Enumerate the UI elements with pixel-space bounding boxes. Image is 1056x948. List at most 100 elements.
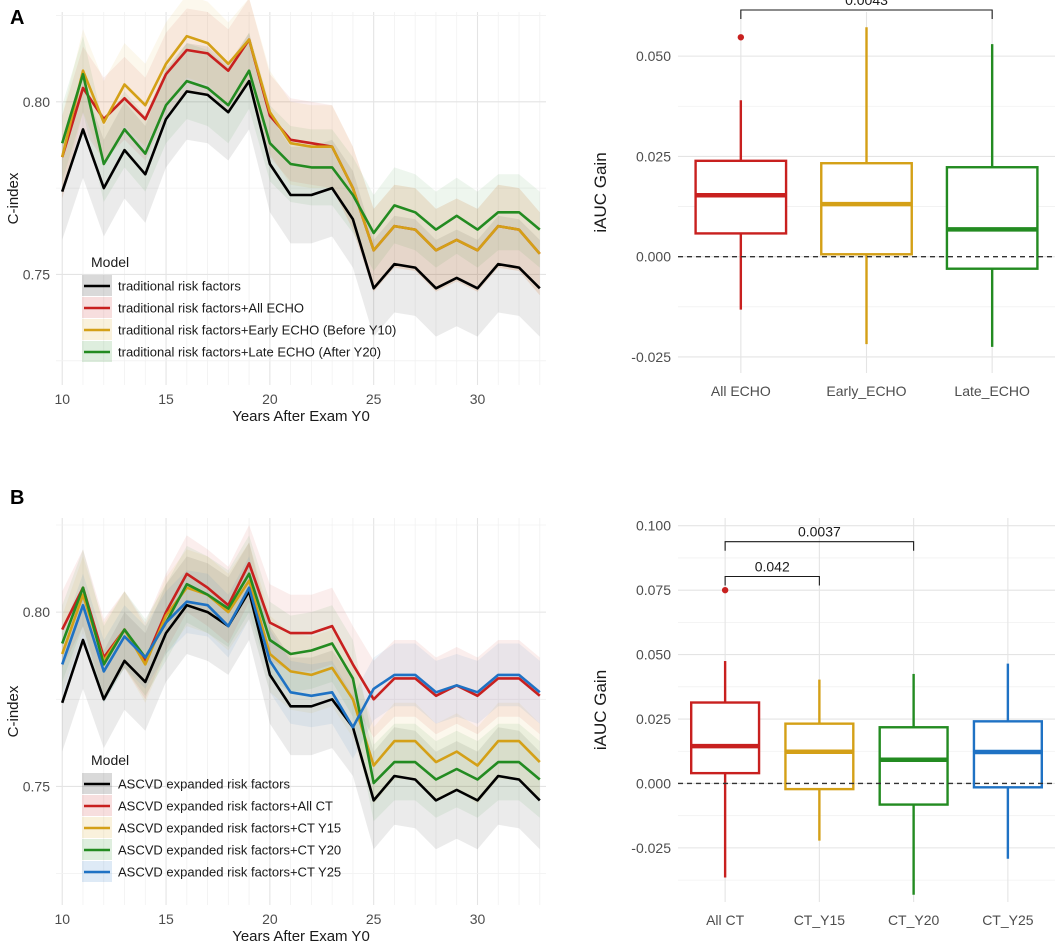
y-tick-label: 0.025 — [636, 148, 671, 164]
outlier-point — [721, 586, 729, 594]
legend-label: traditional risk factors — [118, 279, 241, 294]
panel-label-b: B — [10, 487, 24, 509]
band-traditional-risk-factors-early-echo-before-y10 — [62, 0, 540, 296]
y-tick-label: 0.75 — [23, 266, 50, 282]
box-late-echo — [945, 44, 1039, 347]
line-traditional-risk-factors — [60, 79, 541, 290]
x-tick-labels: 10 15 20 25 30 — [54, 391, 485, 407]
x-tick-label: CT_Y20 — [888, 912, 940, 928]
line-ascvd-expanded-risk-factors-ct-y15 — [60, 579, 541, 767]
x-tick-label: CT_Y25 — [982, 912, 1034, 928]
y-tick-label: 0.80 — [23, 94, 50, 110]
line-traditional-risk-factors-early-echo-before-y10 — [60, 34, 541, 255]
x-tick-label: 15 — [158, 911, 174, 927]
y-tick-label: 0.025 — [636, 711, 671, 727]
chart-b-box: 0.0037 0.042 -0.025 0.000 0.025 0.050 0.075 0.1… — [591, 518, 1055, 928]
y-tick-label: 0.000 — [636, 775, 671, 791]
x-tick-label: 20 — [262, 911, 278, 927]
y-axis-title: iAUC Gain — [591, 152, 610, 232]
legend-label: traditional risk factors+All ECHO — [118, 301, 304, 316]
legend-item: traditional risk factors+All ECHO — [82, 297, 304, 318]
bracket-line — [740, 9, 993, 19]
line-traditional-risk-factors-late-echo-after-y20 — [60, 69, 541, 235]
band-traditional-risk-factors-late-echo-after-y20 — [62, 32, 540, 272]
bracket-line — [724, 541, 915, 551]
bracket-p-value: 0.042 — [755, 559, 790, 575]
legend: Model ASCVD expanded risk factors ASCVD ex… — [82, 752, 341, 882]
x-tick-label: CT_Y15 — [794, 912, 846, 928]
gridlines — [56, 518, 546, 905]
bracket-p-value: 0.0043 — [845, 0, 888, 8]
box-all-ct — [689, 586, 761, 878]
legend-label: ASCVD expanded risk factors+CT Y15 — [118, 821, 341, 836]
panel-label-a: A — [10, 7, 24, 29]
legend-item: ASCVD expanded risk factors — [82, 773, 290, 794]
y-tick-labels: 0.75 0.80 — [23, 94, 50, 283]
bracket: 0.042 — [724, 559, 820, 586]
legend-item: traditional risk factors+Late ECHO (Afte… — [82, 341, 381, 362]
y-tick-label: -0.025 — [631, 349, 671, 365]
x-tick-label: All ECHO — [711, 383, 771, 399]
legend-item: ASCVD expanded risk factors+CT Y25 — [82, 861, 341, 882]
bracket: 0.0043 — [740, 0, 993, 19]
box-iqr — [945, 166, 1039, 270]
chart-a-box: 0.0043 -0.025 0.000 0.025 0.050 All ECHO Early… — [591, 0, 1055, 399]
series-lines — [60, 561, 541, 802]
y-tick-label: 0.050 — [636, 48, 671, 64]
y-tick-label: -0.025 — [631, 840, 671, 856]
y-tick-label: 0.100 — [636, 518, 671, 534]
x-tick-labels: All CT CT_Y15 CT_Y20 CT_Y25 — [706, 912, 1034, 928]
legend-label: ASCVD expanded risk factors+All CT — [118, 799, 333, 814]
box-early-echo — [820, 27, 913, 345]
line-ascvd-expanded-risk-factors — [60, 589, 541, 802]
series-lines — [60, 34, 541, 290]
band-traditional-risk-factors — [62, 32, 540, 337]
legend: Model traditional risk factors traditional… — [82, 254, 396, 362]
line-ascvd-expanded-risk-factors-ct-y25 — [60, 586, 541, 729]
legend-item: traditional risk factors — [82, 275, 241, 296]
box-iqr — [820, 162, 913, 256]
x-tick-label: 10 — [54, 911, 70, 927]
legend-label: ASCVD expanded risk factors+CT Y25 — [118, 865, 341, 880]
y-tick-labels: 0.75 0.80 — [23, 604, 50, 794]
bracket-line — [724, 575, 820, 586]
y-axis-title: C-index — [5, 172, 22, 224]
y-axis-title: C-index — [5, 685, 22, 737]
x-tick-label: Early_ECHO — [826, 383, 906, 399]
x-tick-label: 30 — [470, 391, 486, 407]
boxes — [694, 27, 1039, 347]
x-axis-title: Years After Exam Y0 — [232, 408, 370, 425]
y-tick-label: 0.000 — [636, 249, 671, 265]
y-tick-labels: -0.025 0.000 0.025 0.050 0.075 0.100 — [631, 518, 671, 856]
x-tick-label: 30 — [470, 911, 486, 927]
legend-item: ASCVD expanded risk factors+CT Y20 — [82, 839, 341, 860]
legend-label: ASCVD expanded risk factors — [118, 777, 290, 792]
legend-item: ASCVD expanded risk factors+CT Y15 — [82, 817, 341, 838]
legend-label: traditional risk factors+Late ECHO (Afte… — [118, 345, 381, 360]
legend-item: traditional risk factors+Early ECHO (Bef… — [82, 319, 396, 340]
significance-brackets: 0.0043 — [740, 0, 993, 19]
y-tick-label: 0.075 — [636, 582, 671, 598]
chart-b-line: 10 15 20 25 30 0.75 0.80 Years After Exam Y0 C-i… — [5, 518, 546, 945]
x-tick-label: 25 — [366, 911, 382, 927]
y-tick-label: 0.80 — [23, 604, 50, 620]
box-ct-y25 — [972, 663, 1044, 859]
outlier-point — [737, 34, 745, 41]
x-tick-label: 10 — [54, 391, 70, 407]
x-tick-label: All CT — [706, 912, 745, 928]
y-tick-label: 0.75 — [23, 778, 50, 794]
confidence-bands — [62, 0, 540, 337]
box-iqr — [878, 726, 949, 806]
box-iqr — [689, 701, 761, 775]
legend-item: ASCVD expanded risk factors+All CT — [82, 795, 333, 816]
x-tick-labels: 10 15 20 25 30 — [54, 911, 485, 927]
bracket-p-value: 0.0037 — [798, 524, 841, 540]
legend-title: Model — [91, 752, 129, 768]
boxes — [689, 586, 1044, 895]
box-ct-y15 — [784, 679, 855, 841]
chart-a-line: 10 15 20 25 30 0.75 0.80 Years After Exam Y0 C-i… — [5, 0, 546, 425]
band-traditional-risk-factors-all-echo — [62, 0, 540, 296]
x-tick-label: 15 — [158, 391, 174, 407]
y-tick-labels: -0.025 0.000 0.025 0.050 — [631, 48, 671, 365]
